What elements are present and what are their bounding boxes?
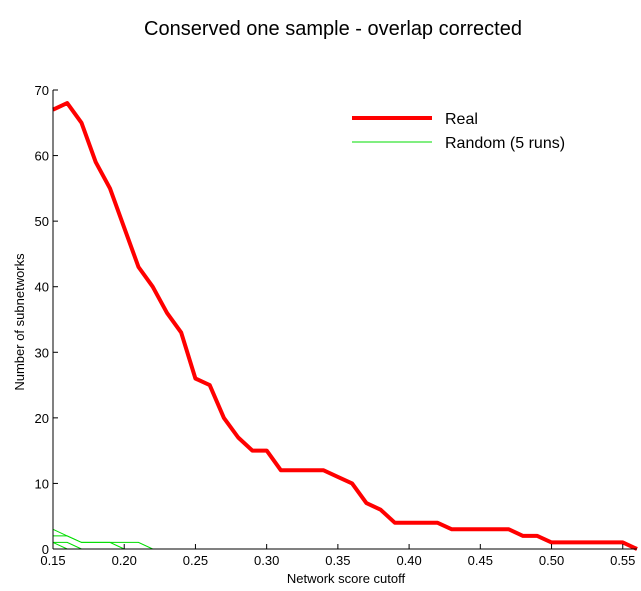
x-ticks: 0.15 0.20 0.25 0.30 0.35 0.40 0.45 0.50 0.55 [40,544,635,568]
x-tick-label: 0.15 [40,553,65,568]
legend-label-real: Real [445,111,478,128]
x-tick-label: 0.50 [539,553,564,568]
x-tick-label: 0.55 [610,553,635,568]
x-tick-label: 0.30 [254,553,279,568]
real-series-line [52,101,638,551]
legend-label-random: Random (5 runs) [445,135,565,152]
y-tick-label: 10 [35,476,49,491]
random-run-line [53,541,82,550]
plot-area [52,101,638,551]
x-tick-label: 0.20 [112,553,137,568]
series-random [52,528,153,550]
y-tick-label: 50 [35,214,49,229]
x-tick-label: 0.40 [396,553,421,568]
random-run-line [53,535,125,550]
x-tick-label: 0.45 [468,553,493,568]
y-tick-label: 70 [35,83,49,98]
y-tick-label: 60 [35,149,49,164]
series-real [52,101,638,551]
y-axis-label: Number of subnetworks [12,253,27,391]
x-axis-label: Network score cutoff [287,571,406,586]
y-ticks: 0 10 20 30 40 50 60 70 [35,83,58,557]
chart-title: Conserved one sample - overlap corrected [144,18,522,40]
x-tick-label: 0.25 [183,553,208,568]
y-tick-label: 0 [42,542,49,557]
y-tick-label: 20 [35,411,49,426]
random-run-line [52,541,82,550]
x-tick-label: 0.35 [325,553,350,568]
axes: 0.15 0.20 0.25 0.30 0.35 0.40 0.45 0.50 0.55 0 10… [35,83,637,568]
random-run-line [52,528,153,550]
y-tick-label: 30 [35,345,49,360]
legend: Real Random (5 runs) [352,111,565,152]
y-tick-label: 40 [35,280,49,295]
